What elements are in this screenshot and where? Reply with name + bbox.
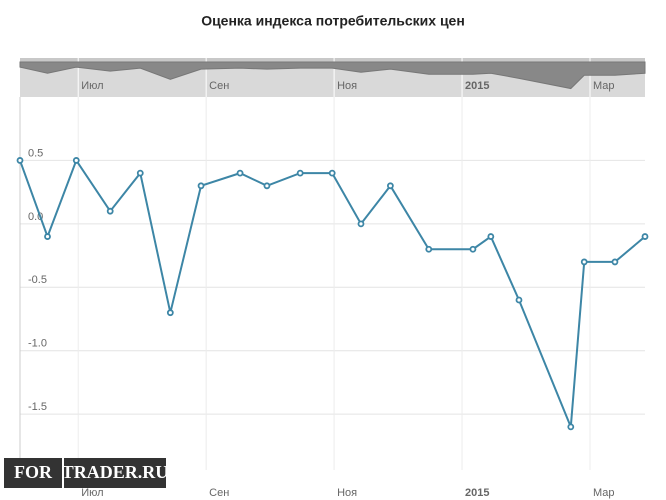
point <box>515 296 523 304</box>
watermark-text: TRADER.RU <box>62 462 169 482</box>
watermark: FOR TRADER.RU <box>4 458 168 488</box>
x-tick-label: Мар <box>593 487 615 499</box>
navigator-tick-label: Сен <box>209 80 229 92</box>
point <box>357 220 365 228</box>
navigator-tick-label: Ноя <box>337 80 357 92</box>
x-tick-label: Июл <box>81 487 103 499</box>
series-line <box>19 158 646 428</box>
navigator-tick-label: 2015 <box>465 80 489 92</box>
point <box>16 157 24 164</box>
point <box>197 182 205 190</box>
point <box>386 182 394 190</box>
point <box>487 233 495 240</box>
point <box>641 233 649 240</box>
point <box>580 258 588 266</box>
x-tick-label: Ноя <box>337 487 357 499</box>
point <box>44 233 51 240</box>
point <box>567 423 575 431</box>
watermark-box <box>4 458 62 488</box>
navigator-tick-label: Мар <box>593 80 615 92</box>
point <box>106 207 114 215</box>
point <box>236 169 244 177</box>
point <box>72 157 80 164</box>
watermark-box <box>64 458 166 488</box>
navigator-area <box>19 61 646 90</box>
y-tick-label: -0.5 <box>28 274 47 286</box>
y-tick-label: -1.0 <box>28 338 47 350</box>
point <box>136 169 144 177</box>
point <box>328 169 336 177</box>
point <box>166 309 174 317</box>
point <box>296 169 304 177</box>
navigator-tick-label: Июл <box>81 80 103 92</box>
y-tick-label: 0.5 <box>28 147 43 159</box>
point <box>469 245 477 253</box>
chart-title: Оценка индекса потребительских цен <box>201 13 465 29</box>
x-tick-label: Сен <box>209 487 229 499</box>
point <box>425 245 433 253</box>
x-tick-label: 2015 <box>465 487 489 499</box>
watermark-text: FOR <box>14 462 53 482</box>
point <box>263 182 271 190</box>
y-tick-label: -1.5 <box>28 401 47 413</box>
point <box>611 258 619 266</box>
